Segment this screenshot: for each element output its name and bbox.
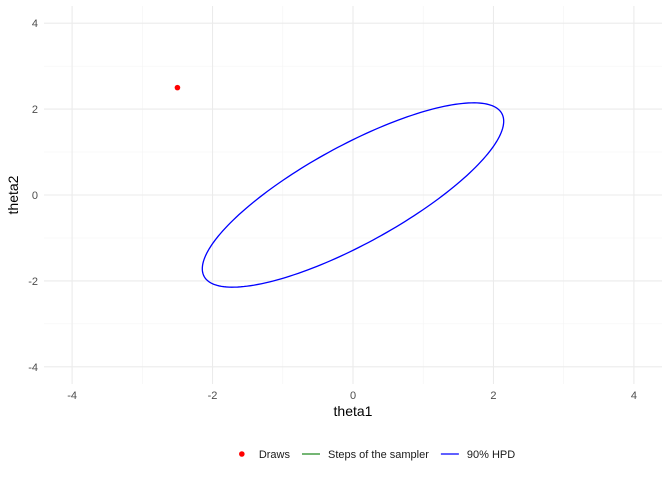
x-tick-label: 4 (631, 390, 637, 402)
panel-grid (44, 6, 662, 384)
y-axis-title: theta2 (5, 175, 21, 214)
x-tick-label: -4 (67, 390, 77, 402)
legend-item: Steps of the sampler (301, 449, 429, 461)
legend-item: 90% HPD (440, 449, 515, 461)
y-tick-label: -4 (28, 362, 38, 374)
y-tick-label: 2 (32, 104, 38, 116)
y-tick-labels: -4 -2 0 2 4 (28, 18, 38, 374)
x-axis-title: theta1 (334, 403, 373, 419)
x-tick-label: -2 (208, 390, 218, 402)
legend-label: Draws (259, 449, 291, 461)
hpd-ellipse (201, 102, 505, 288)
x-tick-labels: -4 -2 0 2 4 (67, 390, 637, 402)
y-tick-label: 4 (32, 18, 38, 30)
draw-point (174, 84, 181, 91)
x-tick-label: 0 (350, 390, 356, 402)
legend-item: Draws (239, 449, 290, 461)
legend-label: 90% HPD (467, 449, 515, 461)
legend: Draws Steps of the sampler 90% HPD (239, 449, 515, 461)
legend-label: Steps of the sampler (328, 449, 429, 461)
x-tick-label: 2 (490, 390, 496, 402)
y-tick-label: 0 (32, 190, 38, 202)
data-layer (174, 84, 505, 288)
legend-key-draws (239, 451, 245, 457)
y-tick-label: -2 (28, 276, 38, 288)
